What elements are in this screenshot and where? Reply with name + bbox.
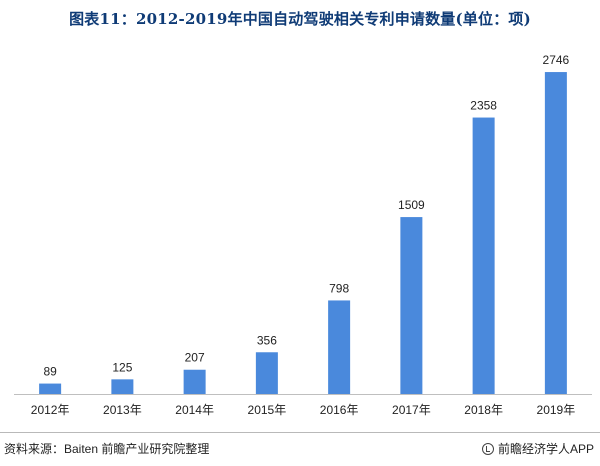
data-label-7: 2746 xyxy=(543,53,570,67)
x-tick-labels-group: 2012年 2013年 2014年 2015年 2016年 2017年 2018年 2019年 xyxy=(31,403,575,417)
bar-5 xyxy=(400,217,423,394)
brand: 前瞻经济学人APP xyxy=(481,440,594,457)
data-label-5: 1509 xyxy=(398,198,425,212)
x-tick-label-1: 2013年 xyxy=(103,403,142,417)
data-label-4: 798 xyxy=(329,281,349,295)
x-tick-label-4: 2016年 xyxy=(320,403,359,417)
brand-logo-icon xyxy=(481,442,494,455)
footer-divider xyxy=(0,432,600,433)
x-tick-label-7: 2019年 xyxy=(537,403,576,417)
data-label-0: 89 xyxy=(43,365,57,379)
data-label-2: 207 xyxy=(185,351,205,365)
data-label-1: 125 xyxy=(112,360,132,374)
bar-6 xyxy=(472,117,495,394)
bar-0 xyxy=(39,383,62,394)
data-label-6: 2358 xyxy=(470,99,497,113)
bar-7 xyxy=(544,72,567,394)
x-tick-label-2: 2014年 xyxy=(175,403,214,417)
chart-title: 图表11：2012-2019年中国自动驾驶相关专利申请数量(单位：项) xyxy=(69,10,531,28)
x-tick-label-6: 2018年 xyxy=(464,403,503,417)
bar-2 xyxy=(183,369,206,394)
source-note: 资料来源：Baiten 前瞻产业研究院整理 xyxy=(4,442,210,456)
bars-group xyxy=(39,72,567,394)
bar-4 xyxy=(328,300,351,394)
bar-1 xyxy=(111,379,134,394)
data-label-3: 356 xyxy=(257,333,277,347)
x-tick-label-3: 2015年 xyxy=(248,403,287,417)
x-tick-label-5: 2017年 xyxy=(392,403,431,417)
brand-name: 前瞻经济学人APP xyxy=(497,442,594,456)
value-labels-group: 89 125 207 356 798 1509 2358 2746 xyxy=(43,53,569,379)
bar-3 xyxy=(255,352,278,394)
x-tick-label-0: 2012年 xyxy=(31,403,70,417)
